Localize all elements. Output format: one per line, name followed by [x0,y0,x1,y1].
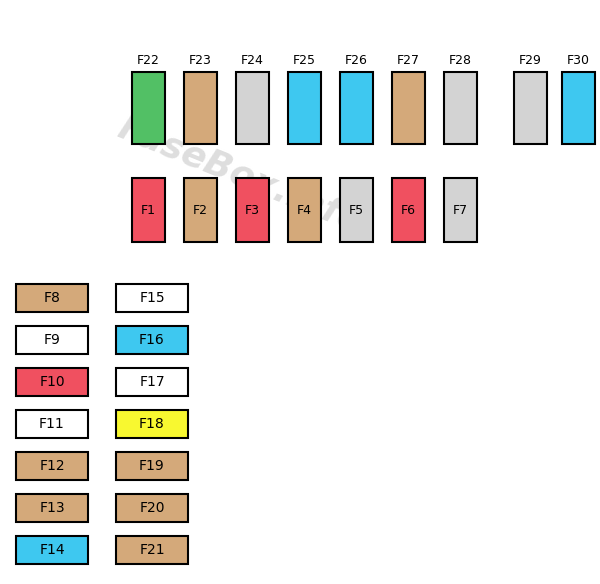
FancyBboxPatch shape [16,284,88,312]
FancyBboxPatch shape [184,72,217,144]
FancyBboxPatch shape [392,72,425,144]
Text: F28: F28 [449,54,472,67]
FancyBboxPatch shape [392,178,425,242]
FancyBboxPatch shape [116,452,188,480]
Text: F17: F17 [139,375,165,389]
Text: F12: F12 [39,459,65,473]
Text: F23: F23 [188,54,211,67]
Text: F15: F15 [139,291,165,305]
FancyBboxPatch shape [16,326,88,354]
FancyBboxPatch shape [443,178,476,242]
Text: F19: F19 [139,459,165,473]
FancyBboxPatch shape [116,368,188,396]
FancyBboxPatch shape [235,178,269,242]
Text: F6: F6 [401,203,415,217]
Text: F4: F4 [296,203,311,217]
FancyBboxPatch shape [16,452,88,480]
Text: F29: F29 [518,54,541,67]
Text: F18: F18 [139,417,165,431]
Text: F26: F26 [344,54,367,67]
FancyBboxPatch shape [131,178,164,242]
FancyBboxPatch shape [287,178,320,242]
FancyBboxPatch shape [116,494,188,522]
Text: F25: F25 [293,54,316,67]
Text: F10: F10 [39,375,65,389]
Text: F9: F9 [44,333,61,347]
FancyBboxPatch shape [116,326,188,354]
Text: F16: F16 [139,333,165,347]
FancyBboxPatch shape [16,368,88,396]
FancyBboxPatch shape [287,72,320,144]
FancyBboxPatch shape [131,72,164,144]
Text: F21: F21 [139,543,165,557]
Text: FuseBox.info: FuseBox.info [113,110,367,239]
FancyBboxPatch shape [116,284,188,312]
Text: F13: F13 [39,501,65,515]
FancyBboxPatch shape [16,494,88,522]
FancyBboxPatch shape [116,536,188,564]
Text: F22: F22 [137,54,160,67]
FancyBboxPatch shape [184,178,217,242]
FancyBboxPatch shape [340,178,373,242]
Text: F24: F24 [241,54,263,67]
FancyBboxPatch shape [340,72,373,144]
FancyBboxPatch shape [562,72,595,144]
Text: F2: F2 [193,203,208,217]
Text: F14: F14 [39,543,65,557]
FancyBboxPatch shape [443,72,476,144]
FancyBboxPatch shape [116,410,188,438]
FancyBboxPatch shape [16,536,88,564]
FancyBboxPatch shape [514,72,547,144]
Text: F7: F7 [452,203,467,217]
Text: F1: F1 [140,203,155,217]
Text: F27: F27 [397,54,419,67]
Text: F5: F5 [349,203,364,217]
Text: F30: F30 [566,54,589,67]
Text: F11: F11 [39,417,65,431]
Text: F20: F20 [139,501,165,515]
Text: F3: F3 [245,203,260,217]
FancyBboxPatch shape [16,410,88,438]
Text: F8: F8 [44,291,61,305]
FancyBboxPatch shape [235,72,269,144]
